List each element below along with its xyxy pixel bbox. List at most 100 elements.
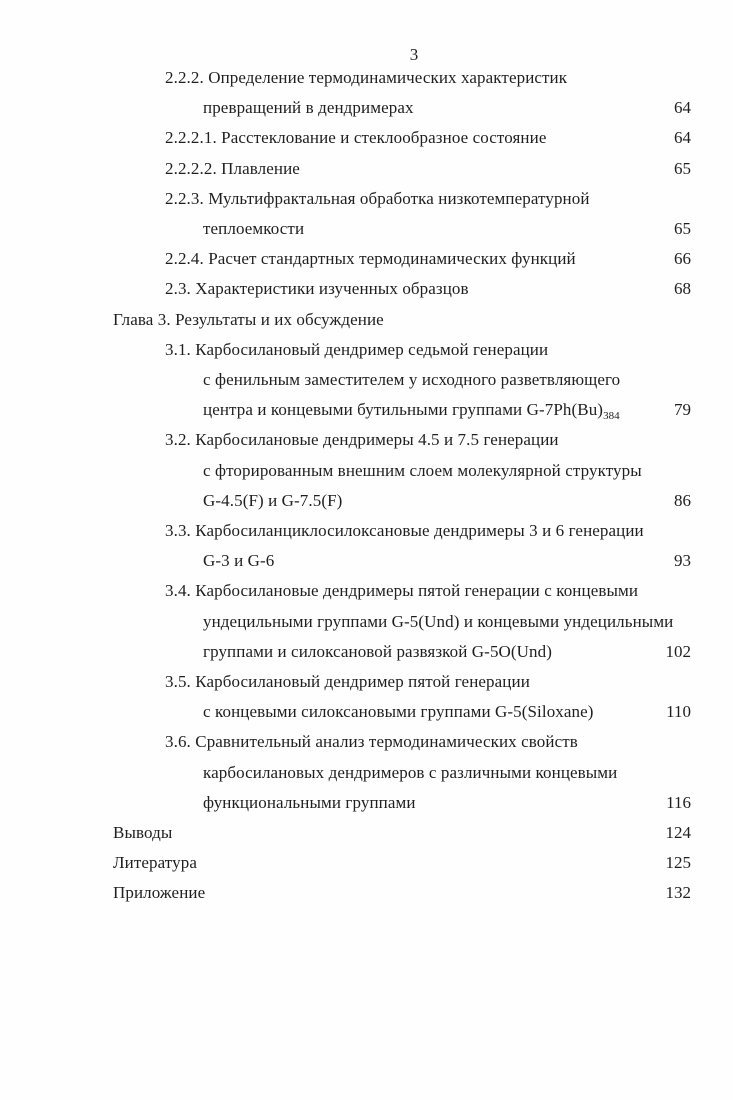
toc-page-number: 66 [674,249,691,269]
toc-entry-text-wrap: 2.2.3. Мультифрактальная обработка низко… [165,184,590,214]
toc-row: 2.2.2.2. Плавление 65 [113,154,691,184]
toc-entry-text: 2.2.2. Определение термодинамических хар… [165,68,568,87]
toc-row: превращений в дендримерах 64 [113,93,691,123]
toc-entry-text: 2.2.2.2. Плавление [165,158,300,178]
toc-page-number: 65 [674,158,691,178]
toc-page-number: 102 [665,641,692,661]
toc-entry-text-wrap: превращений в дендримерах [203,93,414,123]
toc-entry-text-wrap: 3.1. Карбосилановый дендример седьмой ге… [165,335,548,365]
toc-row: 3.2. Карбосилановые дендримеры 4.5 и 7.5… [113,425,691,455]
toc-entry-text-wrap: 3.6. Сравнительный анализ термодинамичес… [165,727,578,757]
toc-row: центра и концевыми бутильными группами G… [113,395,691,425]
toc-entry-text: 3.1. Карбосилановый дендример седьмой ге… [165,339,549,359]
toc-row: с фенильным заместителем у исходного раз… [113,365,691,395]
toc-row: с фторированным внешним слоем молекулярн… [113,456,691,486]
toc-row: функциональными группами 116 [113,788,691,818]
toc-entry-text: 2.3. Характеристики изученных образцов [165,279,469,299]
toc-row: 3.6. Сравнительный анализ термодинамичес… [113,727,691,757]
toc-entry-text-wrap: 3.4. Карбосилановые дендримеры пятой ген… [165,576,638,606]
toc-entry-text-wrap: функциональными группами [203,788,416,818]
toc-entry-text-wrap: с концевыми силоксановыми группами G-5(S… [203,697,594,727]
toc-entry-text: ундецильными группами G-5(Und) и концевы… [203,611,674,631]
toc-entry-text-wrap: карбосилановых дендримеров с различными … [203,758,617,788]
toc-row: Выводы 124 [113,818,691,848]
toc-row: G-4.5(F) и G-7.5(F) 86 [113,486,691,516]
toc-row: ундецильными группами G-5(Und) и концевы… [113,607,691,637]
toc-row: Глава 3. Результаты и их обсуждение [113,305,691,335]
toc-entry-text-wrap: 2.2.2.1. Расстеклование и стеклообразное… [165,123,546,153]
toc-entry-text: 3.5. Карбосилановый дендример пятой гене… [165,672,530,691]
toc-page-number: 110 [666,702,691,722]
toc-entry-text: G-4.5(F) и G-7.5(F) [203,490,343,510]
toc-entry-text-wrap: Литература [113,848,197,878]
toc-page-number: 64 [674,98,691,118]
toc-entry-text: группами и силоксановой развязкой G-5O(U… [203,641,553,661]
toc-row: G-3 и G-6 93 [113,546,691,576]
toc-entry-text: карбосилановых дендримеров с различными … [203,762,618,782]
toc-entry-text: Выводы [113,823,173,842]
toc-entry-text-wrap: 3.3. Карбосиланциклосилоксановые дендрим… [165,516,644,546]
toc-page-number: 124 [665,823,692,842]
toc-entry-text-wrap: 2.3. Характеристики изученных образцов [165,274,469,304]
toc-row: 3.1. Карбосилановый дендример седьмой ге… [113,335,691,365]
toc-entry-text-wrap: ундецильными группами G-5(Und) и концевы… [203,607,673,637]
toc-row: карбосилановых дендримеров с различными … [113,758,691,788]
toc-page-number: 116 [666,792,691,812]
toc-page-number: 93 [674,551,691,571]
toc-entry-text: 2.2.2.1. Расстеклование и стеклообразное… [165,128,547,148]
toc-entry-text-wrap: Выводы [113,818,172,848]
toc-entry-text: 3.2. Карбосилановые дендримеры 4.5 и 7.5… [165,430,559,450]
toc-page-number: 86 [674,490,691,510]
toc-entry-text: Глава 3. Результаты и их обсуждение [113,309,384,329]
toc-entry-text: 3.4. Карбосилановые дендримеры пятой ген… [165,581,639,601]
toc-page-number: 65 [674,219,691,238]
toc-row: 3.3. Карбосиланциклосилоксановые дендрим… [113,516,691,546]
toc-entry-text: 3.6. Сравнительный анализ термодинамичес… [165,732,578,752]
toc-entry-text: Литература [113,853,197,873]
toc-entry-text: 3.3. Карбосиланциклосилоксановые дендрим… [165,521,644,540]
toc-entry-text-wrap: Приложение [113,878,205,908]
toc-row: Приложение 132 [113,878,691,908]
toc-entry-text: функциональными группами [203,792,416,812]
toc-entry-text: с фторированным внешним слоем молекулярн… [203,460,642,480]
toc-row: 2.2.2. Определение термодинамических хар… [113,63,691,93]
toc-row: 2.2.4. Расчет стандартных термодинамичес… [113,244,691,274]
toc-page-number: 68 [674,279,691,299]
toc-entry-text-wrap: Глава 3. Результаты и их обсуждение [113,305,384,335]
toc-row: 2.2.2.1. Расстеклование и стеклообразное… [113,123,691,153]
toc-entry-text-wrap: 3.5. Карбосилановый дендример пятой гене… [165,667,530,697]
toc-row: 2.2.3. Мультифрактальная обработка низко… [113,184,691,214]
toc-entry-text-wrap: G-4.5(F) и G-7.5(F) [203,486,342,516]
toc-entry-text: Приложение [113,883,206,903]
toc-entry-text: с фенильным заместителем у исходного раз… [203,370,621,389]
toc-row: группами и силоксановой развязкой G-5O(U… [113,637,691,667]
toc-entry-text: G-3 и G-6 [203,551,275,571]
toc-entry-text: теплоемкости [203,219,305,238]
toc-row: теплоемкости 65 [113,214,691,244]
toc-entry-text-wrap: 2.2.2. Определение термодинамических хар… [165,63,567,93]
toc-entry-subscript: 384 [603,410,620,423]
toc-entry-text: превращений в дендримерах [203,98,414,118]
toc-entry-text-wrap: группами и силоксановой развязкой G-5O(U… [203,637,552,667]
toc-row: с концевыми силоксановыми группами G-5(S… [113,697,691,727]
toc-entry-text: 2.2.3. Мультифрактальная обработка низко… [165,188,590,208]
toc-entry-text: 2.2.4. Расчет стандартных термодинамичес… [165,249,576,269]
toc-row: 3.4. Карбосилановые дендримеры пятой ген… [113,576,691,606]
toc-entry-text-wrap: центра и концевыми бутильными группами G… [203,395,620,425]
toc-entry-text-wrap: G-3 и G-6 [203,546,274,576]
toc-page-number: 125 [665,853,692,873]
toc-page-number: 79 [674,400,691,420]
page-number-top: 3 [409,45,419,64]
toc-row: Литература 125 [113,848,691,878]
toc-entry-text-wrap: с фенильным заместителем у исходного раз… [203,365,620,395]
toc-page-number: 64 [674,128,691,148]
toc-page-number: 132 [665,883,692,903]
toc-entry-text-wrap: с фторированным внешним слоем молекулярн… [203,456,642,486]
toc-row: 2.3. Характеристики изученных образцов 6… [113,274,691,304]
toc-row: 3.5. Карбосилановый дендример пятой гене… [113,667,691,697]
toc-entry-text: центра и концевыми бутильными группами G… [203,400,604,420]
toc-entry-text-wrap: 3.2. Карбосилановые дендримеры 4.5 и 7.5… [165,425,559,455]
toc-entry-text-wrap: 2.2.2.2. Плавление [165,154,300,184]
toc-entry-text: с концевыми силоксановыми группами G-5(S… [203,702,594,722]
